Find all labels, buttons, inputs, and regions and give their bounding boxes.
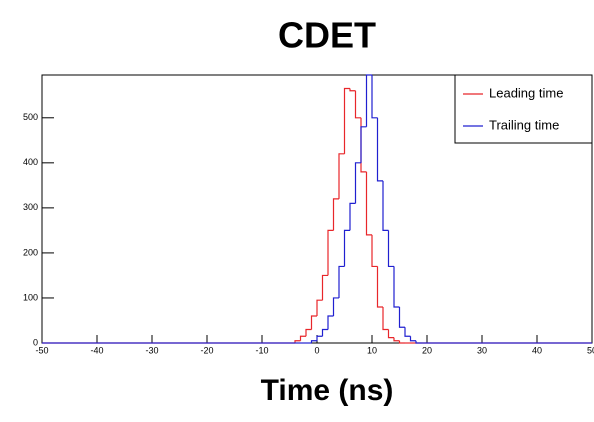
x-tick-label: -30 [145,345,158,355]
histogram-step [343,229,350,267]
histogram-step [376,266,383,308]
legend-label: Trailing time [489,117,559,132]
histogram-step [415,340,422,344]
histogram-step [387,230,394,268]
histogram-step [387,329,394,339]
histogram-step [349,202,356,231]
legend-label: Leading time [489,85,563,100]
x-tick-label: 30 [477,345,487,355]
x-tick-label: 10 [367,345,377,355]
x-tick-label: 20 [422,345,432,355]
histogram-step [376,117,383,182]
histogram-step [310,340,317,343]
histogram-step [382,306,389,331]
histogram-step [354,90,361,119]
histogram-step [310,315,317,330]
histogram-step [360,117,367,173]
histogram-step [393,266,400,308]
histogram-step [332,198,339,231]
histogram-step [294,340,301,343]
histogram-step [371,234,378,268]
histogram-step [327,315,334,330]
y-tick-label: 400 [23,157,38,167]
histogram-step [305,328,312,337]
y-tick-label: 300 [23,202,38,212]
histogram-step [354,162,361,204]
legend-box [454,74,593,144]
histogram-step [398,340,405,344]
histogram-step [349,88,356,92]
histogram-step [338,153,345,199]
y-tick-label: 0 [33,337,38,347]
histogram-step [404,327,411,337]
x-tick-label: -50 [35,345,48,355]
x-tick-label: 0 [314,345,319,355]
y-tick-label: 500 [23,112,38,122]
x-tick-label: -20 [200,345,213,355]
y-tick-label: 100 [23,292,38,302]
histogram-step [327,229,334,276]
histogram-step [382,180,389,231]
histogram-step [365,74,372,127]
histogram-step [371,75,378,119]
chart-title: CDET [278,15,376,56]
histogram-step [360,126,367,163]
x-axis-label: Time (ns) [261,374,394,407]
histogram-step [343,87,350,154]
histogram-step [409,336,416,342]
x-tick-label: -40 [90,345,103,355]
histogram-step [321,274,328,301]
y-tick-label: 200 [23,247,38,257]
histogram-step [299,335,306,341]
histogram-step [332,297,339,316]
histogram-step [398,306,405,328]
x-tick-label: -10 [255,345,268,355]
x-tick-label: 40 [532,345,542,355]
histogram-step [365,171,372,236]
histogram-step [321,328,328,337]
histogram-step [316,335,323,341]
histogram-step [393,337,400,342]
histogram-step [338,265,345,298]
histogram-step [316,299,323,316]
x-tick-label: 50 [587,345,594,355]
